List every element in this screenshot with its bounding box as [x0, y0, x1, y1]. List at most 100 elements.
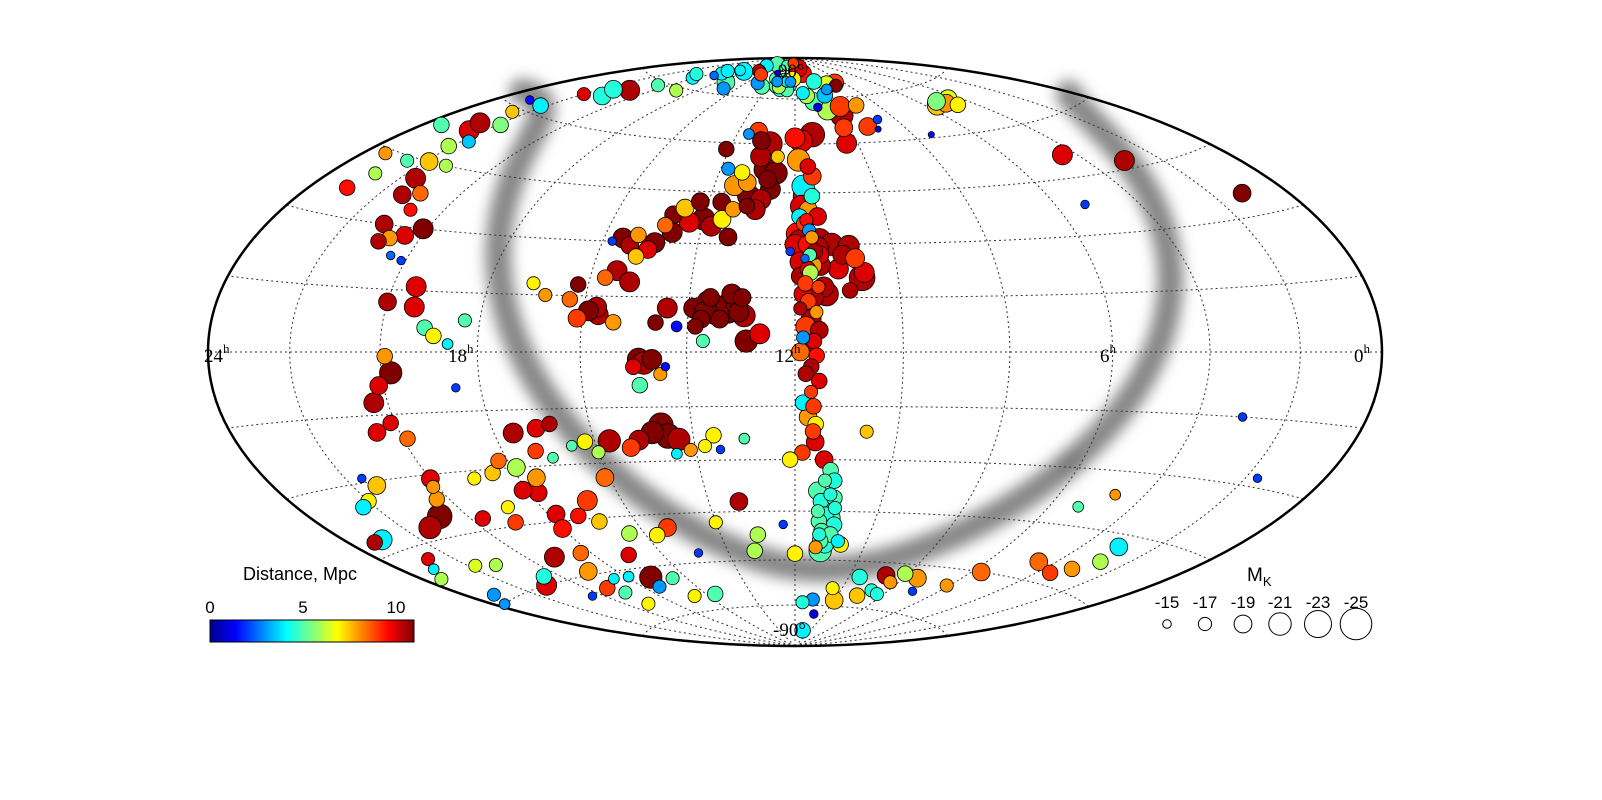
galaxy-point [368, 166, 383, 181]
galaxy-point [597, 429, 621, 453]
galaxy-point [818, 473, 833, 488]
galaxy-point [451, 383, 461, 393]
galaxy-point [784, 76, 797, 88]
colorbar-tick-5: 5 [298, 598, 307, 617]
ra-gridline [579, 57, 796, 647]
galaxy-point [784, 127, 806, 149]
dec-gridline [379, 510, 1211, 561]
galaxy-point [649, 526, 666, 544]
size-legend-circle [1268, 612, 1292, 636]
galaxy-point [395, 226, 415, 245]
galaxy-point [683, 442, 698, 457]
galaxy-point [576, 490, 598, 511]
galaxy-point [527, 442, 544, 460]
galaxy-point [625, 358, 642, 376]
galaxy-point [828, 500, 843, 515]
galaxy-point [421, 552, 436, 567]
galaxy-point [796, 330, 811, 345]
galaxy-point [440, 137, 457, 155]
galaxy-point [486, 587, 501, 602]
galaxy-point [657, 216, 674, 234]
galaxy-point [608, 572, 620, 585]
galaxy-point [621, 525, 638, 542]
galaxy-point [804, 423, 822, 440]
galaxy-point [567, 308, 587, 328]
galaxy-point [561, 291, 579, 308]
galaxy-point [897, 565, 914, 582]
galaxy-point [474, 510, 492, 527]
size-legend-circle [1162, 619, 1172, 629]
galaxy-point [382, 414, 399, 432]
dec-label-south: -90° [773, 620, 806, 641]
ra-gridline [476, 57, 796, 647]
dec-label-north: 90° [778, 61, 805, 82]
galaxy-point [830, 534, 845, 549]
galaxy-point [428, 491, 446, 508]
galaxy-point [370, 233, 387, 250]
galaxy-point [687, 318, 704, 335]
colorbar-tick-0: 0 [205, 598, 214, 617]
galaxy-point [698, 439, 713, 454]
galaxy-point [848, 97, 865, 114]
galaxy-point [825, 581, 840, 596]
galaxy-point [734, 64, 746, 77]
galaxy-point [386, 250, 396, 261]
galaxy-point [758, 170, 777, 189]
galaxy-point [781, 451, 799, 468]
galaxy-point [808, 540, 823, 555]
galaxy-point [710, 309, 729, 329]
galaxy-point [622, 570, 635, 583]
galaxy-point [848, 587, 866, 604]
galaxy-point [369, 376, 389, 395]
ra-label-12h: 12h [775, 341, 801, 367]
galaxy-point [399, 430, 416, 447]
galaxy-point [804, 230, 819, 245]
galaxy-point [689, 67, 704, 82]
galaxy-point [526, 276, 541, 291]
galaxy-points [339, 56, 1263, 639]
galaxy-point [851, 568, 868, 586]
galaxy-point [720, 63, 735, 78]
galaxy-point [570, 507, 587, 525]
galaxy-point [418, 515, 442, 540]
galaxy-point [400, 153, 415, 168]
galaxy-point [670, 320, 683, 333]
galaxy-point [419, 152, 439, 171]
ra-gridline [289, 57, 796, 647]
galaxy-point [651, 78, 666, 93]
galaxy-point [803, 187, 821, 205]
galaxy-point [754, 67, 769, 82]
galaxy-point [690, 192, 710, 212]
galaxy-point [829, 96, 851, 117]
galaxy-point [794, 622, 811, 639]
galaxy-point [502, 422, 524, 444]
galaxy-point [618, 585, 633, 600]
dec-gridline [227, 275, 1363, 299]
galaxy-point [1109, 488, 1121, 501]
galaxy-point [630, 226, 647, 244]
galaxy-point [461, 134, 476, 149]
galaxy-point [708, 515, 723, 530]
galaxy-point [971, 562, 991, 582]
galaxy-point [721, 161, 736, 176]
galaxy-point [652, 579, 667, 594]
galaxy-point [749, 526, 767, 543]
size-legend-circle [1197, 616, 1213, 632]
galaxy-point [378, 292, 397, 312]
size-legend-label-15: -15 [1155, 593, 1180, 612]
galaxy-point [492, 116, 509, 134]
galaxy-point [604, 80, 623, 99]
ra-label-6h: 6h [1100, 341, 1117, 367]
galaxy-point [834, 118, 854, 137]
galaxy-point [795, 595, 810, 610]
galaxy-point [786, 545, 804, 562]
size-legend-title: MK [1247, 565, 1272, 589]
ra-gridline [794, 57, 1114, 647]
galaxy-point [949, 96, 967, 114]
galaxy-point [787, 57, 800, 69]
ra-gridline [794, 57, 1011, 647]
galaxy-point [572, 544, 590, 562]
size-legend-circle [1233, 614, 1253, 634]
galaxy-point [927, 92, 946, 111]
galaxy-point [853, 261, 875, 283]
